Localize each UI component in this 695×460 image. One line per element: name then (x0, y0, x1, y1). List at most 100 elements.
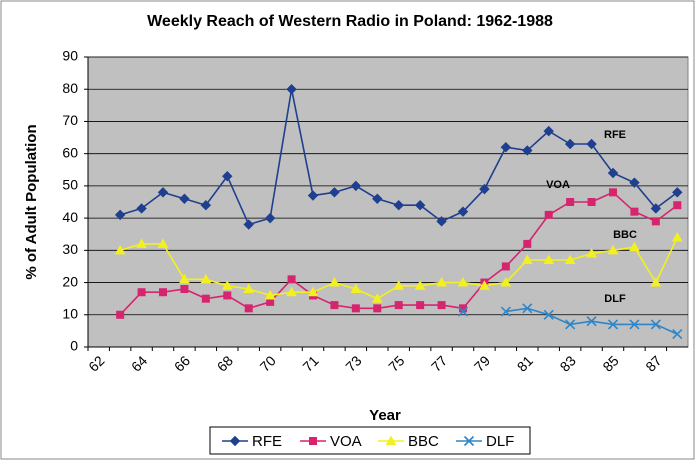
data-point (264, 289, 276, 300)
data-point (629, 319, 640, 330)
data-point (651, 217, 660, 226)
legend-marker (463, 435, 475, 447)
data-point (371, 293, 383, 303)
data-point (500, 306, 511, 317)
data-point (351, 304, 360, 313)
data-point (244, 304, 253, 313)
data-point (200, 200, 212, 211)
data-point (136, 203, 147, 214)
data-point (414, 280, 426, 290)
data-point (114, 244, 126, 255)
data-point (286, 84, 297, 95)
data-point (650, 319, 661, 330)
y-tick-label: 60 (62, 144, 78, 160)
annotation: DLF (604, 293, 626, 305)
data-point (116, 310, 125, 319)
data-point (673, 201, 682, 210)
data-point (329, 187, 340, 198)
y-tick-label: 50 (62, 177, 78, 193)
annotation: VOA (546, 179, 570, 191)
y-tick-label: 90 (62, 48, 78, 64)
data-point (350, 283, 362, 293)
data-point (373, 304, 382, 313)
data-point (650, 203, 662, 214)
data-point (607, 244, 619, 255)
data-point (137, 288, 146, 297)
data-point (523, 239, 532, 248)
data-point (436, 277, 447, 287)
data-point (500, 277, 512, 287)
x-axis-label: Year (369, 407, 401, 424)
data-point (201, 294, 210, 303)
data-point (264, 212, 276, 224)
y-tick-label: 30 (62, 241, 78, 257)
data-point (350, 180, 362, 192)
data-point (286, 286, 297, 297)
data-point (157, 187, 169, 198)
legend-label: DLF (486, 433, 514, 450)
data-point (650, 277, 662, 287)
data-point (221, 280, 233, 290)
data-point (565, 319, 576, 330)
data-point (243, 283, 255, 293)
y-tick-label: 0 (70, 338, 78, 354)
data-point (672, 329, 683, 340)
data-point (543, 125, 554, 137)
data-point (179, 193, 190, 204)
data-point (200, 273, 212, 284)
data-point (457, 277, 469, 287)
data-point (544, 210, 553, 219)
legend-marker (229, 435, 241, 447)
data-point (330, 301, 339, 310)
data-point (609, 188, 617, 197)
data-point (586, 138, 597, 150)
data-point (521, 254, 533, 264)
data-point (329, 277, 340, 287)
data-point (307, 190, 319, 201)
data-point (180, 285, 189, 293)
legend-label: VOA (330, 433, 362, 450)
data-point (287, 275, 296, 284)
data-point (522, 303, 533, 314)
y-axis-label: % of Adult Population (23, 124, 40, 279)
data-point (607, 319, 619, 330)
data-point (457, 306, 469, 317)
data-point (222, 171, 233, 182)
legend-marker (385, 435, 397, 445)
data-point (671, 231, 683, 242)
data-point (436, 216, 447, 227)
annotation: BBC (613, 229, 637, 241)
data-point (543, 254, 555, 264)
data-point (479, 183, 490, 195)
data-point (136, 238, 147, 248)
data-point (566, 198, 575, 206)
data-point (393, 200, 404, 211)
data-point (564, 138, 576, 150)
data-point (457, 206, 469, 217)
data-point (157, 238, 169, 248)
data-point (500, 142, 512, 153)
legend-marker (309, 437, 317, 445)
y-tick-label: 80 (62, 80, 78, 96)
data-point (372, 193, 383, 204)
data-point (393, 280, 405, 290)
data-point (307, 286, 319, 297)
data-point (414, 200, 426, 211)
legend-label: BBC (408, 433, 439, 450)
data-point (223, 291, 232, 300)
annotation: RFE (604, 129, 626, 141)
data-point (630, 207, 639, 216)
data-point (543, 309, 554, 320)
data-point (629, 241, 640, 252)
data-point (587, 198, 596, 206)
data-point (179, 273, 190, 284)
data-point (564, 254, 576, 264)
data-point (479, 280, 490, 290)
data-point (607, 167, 619, 179)
data-point (501, 262, 510, 271)
y-tick-label: 70 (62, 112, 78, 128)
data-point (586, 316, 597, 327)
data-point (586, 248, 597, 258)
y-tick-label: 10 (62, 305, 78, 321)
